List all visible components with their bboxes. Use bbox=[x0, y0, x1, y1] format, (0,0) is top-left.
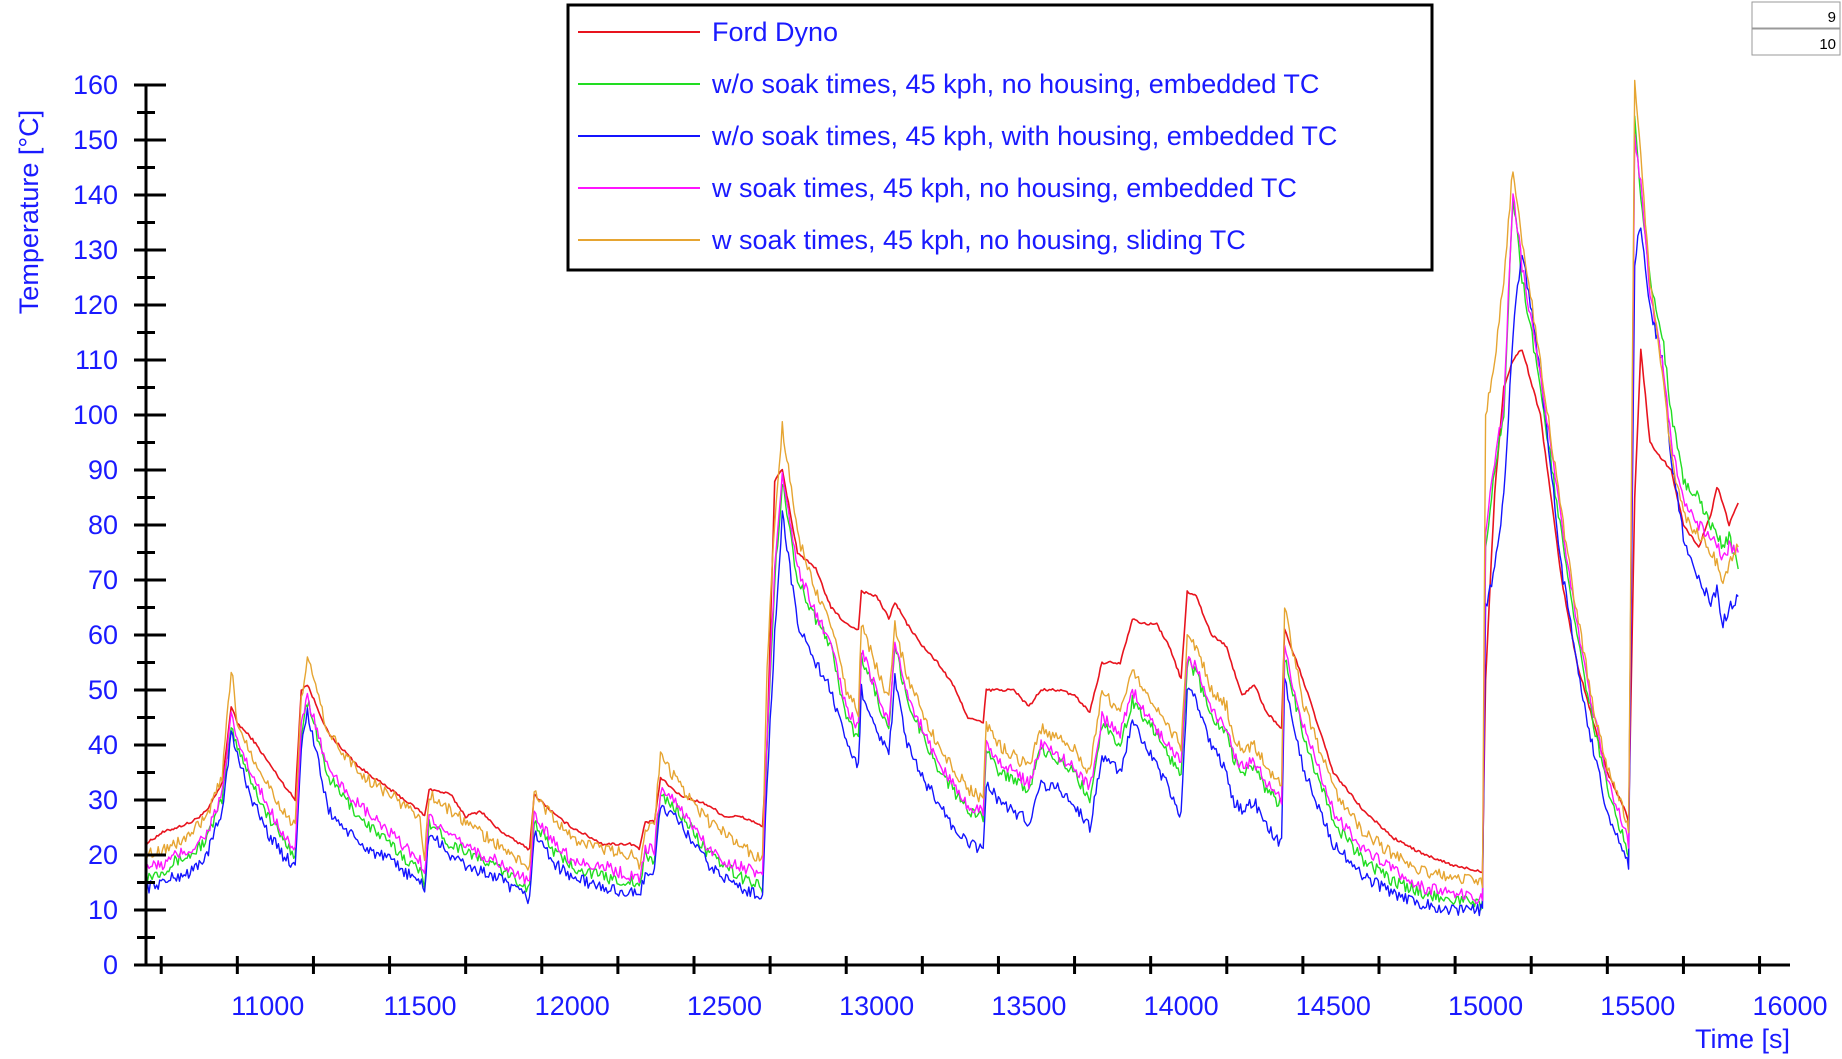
legend-label-3: w/o soak times, 45 kph, with housing, em… bbox=[711, 121, 1337, 151]
x-tick-label: 13500 bbox=[991, 991, 1066, 1021]
y-tick-label: 80 bbox=[88, 510, 118, 540]
legend-label-1: Ford Dyno bbox=[712, 17, 838, 47]
series-line-4 bbox=[145, 133, 1739, 905]
corner-label-10: 10 bbox=[1819, 36, 1836, 53]
y-tick-label: 20 bbox=[88, 840, 118, 870]
x-tick-label: 13000 bbox=[839, 991, 914, 1021]
legend-label-4: w soak times, 45 kph, no housing, embedd… bbox=[711, 173, 1297, 203]
y-tick-label: 10 bbox=[88, 895, 118, 925]
x-tick-label: 11500 bbox=[383, 991, 456, 1021]
series-line-2 bbox=[145, 115, 1739, 911]
corner-label-9: 9 bbox=[1828, 9, 1836, 26]
y-tick-label: 90 bbox=[88, 455, 118, 485]
legend-items: Ford Dyno w/o soak times, 45 kph, no hous… bbox=[578, 17, 1337, 255]
corner-cell-10 bbox=[1751, 28, 1841, 56]
y-tick-label: 40 bbox=[88, 730, 118, 760]
y-tick-label: 160 bbox=[73, 70, 118, 100]
x-tick-label: 16000 bbox=[1752, 991, 1827, 1021]
y-ticks: 0 10 20 30 40 50 60 70 80 90 100 110 120 130 140 150 160 bbox=[73, 70, 166, 980]
y-axis-label: Temperature [°C] bbox=[14, 110, 44, 314]
x-axis-label: Time [s] bbox=[1695, 1024, 1790, 1054]
series-line-5 bbox=[145, 79, 1739, 889]
legend-label-2: w/o soak times, 45 kph, no housing, embe… bbox=[711, 69, 1319, 99]
y-tick-label: 100 bbox=[73, 400, 118, 430]
y-tick-label: 30 bbox=[88, 785, 118, 815]
plot-lines bbox=[145, 79, 1739, 917]
x-tick-label: 12000 bbox=[535, 991, 610, 1021]
x-tick-label: 12500 bbox=[687, 991, 762, 1021]
y-tick-label: 130 bbox=[73, 235, 118, 265]
x-tick-label: 15000 bbox=[1448, 991, 1523, 1021]
x-ticks: 11000 11500 12000 12500 13000 13500 14000 14500… bbox=[159, 956, 1828, 1021]
legend-label-5: w soak times, 45 kph, no housing, slidin… bbox=[711, 225, 1246, 255]
y-tick-label: 150 bbox=[73, 125, 118, 155]
x-tick-label: 15500 bbox=[1600, 991, 1675, 1021]
y-tick-label: 0 bbox=[103, 950, 118, 980]
legend-box bbox=[566, 3, 1434, 272]
x-tick-label: 11000 bbox=[231, 991, 304, 1021]
series-line-3 bbox=[145, 227, 1739, 917]
y-tick-label: 60 bbox=[88, 620, 118, 650]
y-tick-label: 140 bbox=[73, 180, 118, 210]
x-tick-label: 14000 bbox=[1144, 991, 1219, 1021]
legend: Ford Dyno w/o soak times, 45 kph, no hous… bbox=[566, 3, 1434, 272]
y-tick-label: 50 bbox=[88, 675, 118, 705]
corner-table: 9 10 bbox=[1751, 1, 1841, 56]
y-tick-label: 70 bbox=[88, 565, 118, 595]
corner-cell-9 bbox=[1751, 1, 1841, 29]
x-tick-label: 14500 bbox=[1296, 991, 1371, 1021]
y-tick-label: 110 bbox=[75, 345, 118, 375]
series-line-1 bbox=[145, 348, 1739, 874]
y-tick-label: 120 bbox=[73, 290, 118, 320]
